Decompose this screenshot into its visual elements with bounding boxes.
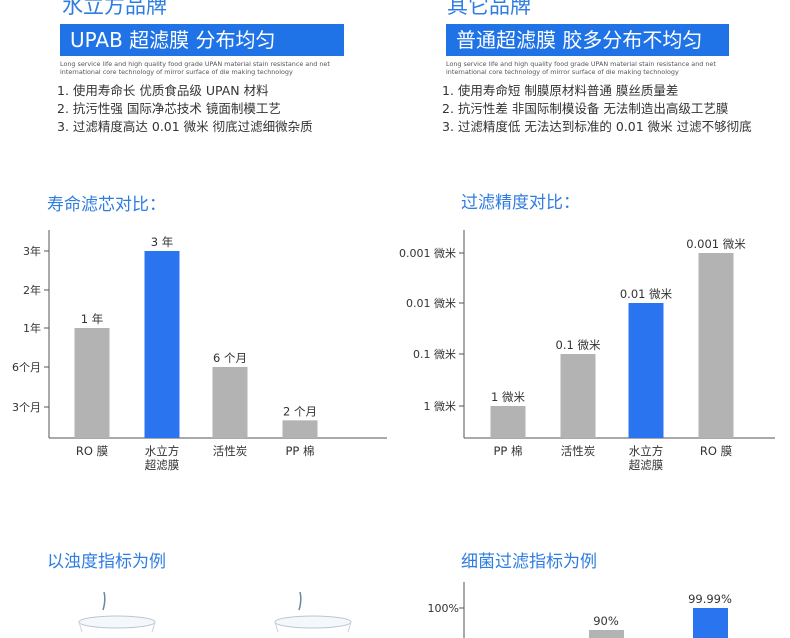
y-tick-label: 3年 (23, 244, 41, 258)
right-point: 2. 抗污性差 非国际制模设备 无法制造出高级工艺膜 (442, 101, 729, 116)
bar (144, 251, 180, 438)
bar (589, 630, 624, 638)
x-category-label: RO 膜 (700, 444, 732, 458)
bar (628, 303, 664, 438)
water-glass-image (78, 592, 156, 632)
x-category-label: RO 膜 (76, 444, 108, 458)
right-banner: 普通超滤膜 胶多分布不均匀 (446, 24, 729, 56)
bacteria-chart: 100% 90% 99.99% (428, 582, 732, 638)
bar-value-label: 0.01 微米 (620, 287, 673, 301)
bar (490, 406, 526, 438)
y-tick-label: 6个月 (12, 361, 41, 374)
right-brand-column: 其它品牌 普通超滤膜 胶多分布不均匀 Long service life and… (395, 0, 790, 638)
left-points: 1. 使用寿命长 优质食品级 UPAN 材料 2. 抗污性强 国际净芯技术 镜面… (57, 82, 313, 136)
x-category-label: PP 棉 (493, 444, 522, 458)
turbidity-section-title: 以浊度指标为例 (47, 552, 166, 572)
bar-value-label: 6 个月 (213, 351, 247, 365)
right-brand-title: 其它品牌 (447, 0, 531, 18)
right-point: 3. 过滤精度低 无法达到标准的 0.01 微米 过滤不够彻底 (442, 119, 752, 134)
x-category-label: 水立方 (145, 444, 180, 458)
left-note: Long service life and high quality food … (60, 60, 330, 76)
bar (212, 367, 248, 438)
x-category-label: 活性炭 (561, 444, 596, 458)
bar-value-label: 3 年 (151, 235, 173, 249)
y-tick-label: 0.001 微米 (399, 246, 456, 260)
bar-value-label: 90% (593, 614, 619, 628)
x-category-label: 超滤膜 (629, 458, 664, 472)
y-tick-label: 1年 (23, 321, 41, 335)
water-glass-image (274, 592, 352, 632)
bar-value-label: 0.1 微米 (556, 338, 601, 352)
left-brand-column: 水立方品牌 UPAB 超滤膜 分布均匀 Long service life an… (0, 0, 395, 632)
y-tick-label: 0.1 微米 (413, 347, 456, 361)
bar-value-label: 1 年 (81, 312, 103, 326)
bar (693, 608, 728, 638)
right-points: 1. 使用寿命短 制膜原材料普通 膜丝质量差 2. 抗污性差 非国际制模设备 无… (442, 82, 752, 136)
bar (282, 420, 318, 438)
bar (560, 354, 596, 438)
bar (698, 253, 734, 438)
y-tick-label: 1 微米 (424, 399, 457, 413)
bar (74, 328, 110, 438)
x-category-label: 超滤膜 (145, 458, 180, 472)
left-point: 3. 过滤精度高达 0.01 微米 彻底过滤细微杂质 (57, 119, 313, 134)
x-category-label: 活性炭 (213, 444, 248, 458)
bar-value-label: 0.001 微米 (686, 237, 746, 251)
y-tick-label: 2年 (23, 283, 41, 297)
y-tick-label: 100% (428, 602, 459, 615)
left-point: 1. 使用寿命长 优质食品级 UPAN 材料 (57, 83, 269, 98)
left-brand-title: 水立方品牌 (62, 0, 167, 18)
bar-value-label: 99.99% (688, 592, 732, 606)
lifespan-section-title: 寿命滤芯对比： (47, 195, 166, 215)
bacteria-section-title: 细菌过滤指标为例 (461, 552, 597, 572)
left-banner: UPAB 超滤膜 分布均匀 (60, 24, 344, 56)
x-category-label: PP 棉 (285, 444, 314, 458)
left-point: 2. 抗污性强 国际净芯技术 镜面制模工艺 (57, 101, 281, 116)
bar-value-label: 2 个月 (283, 404, 317, 418)
y-tick-label: 0.01 微米 (406, 296, 456, 310)
precision-section-title: 过滤精度对比： (461, 193, 580, 213)
right-point: 1. 使用寿命短 制膜原材料普通 膜丝质量差 (442, 83, 679, 98)
right-note: Long service life and high quality food … (446, 60, 716, 76)
bar-value-label: 1 微米 (491, 390, 525, 404)
x-category-label: 水立方 (629, 444, 664, 458)
y-tick-label: 3个月 (12, 401, 41, 414)
